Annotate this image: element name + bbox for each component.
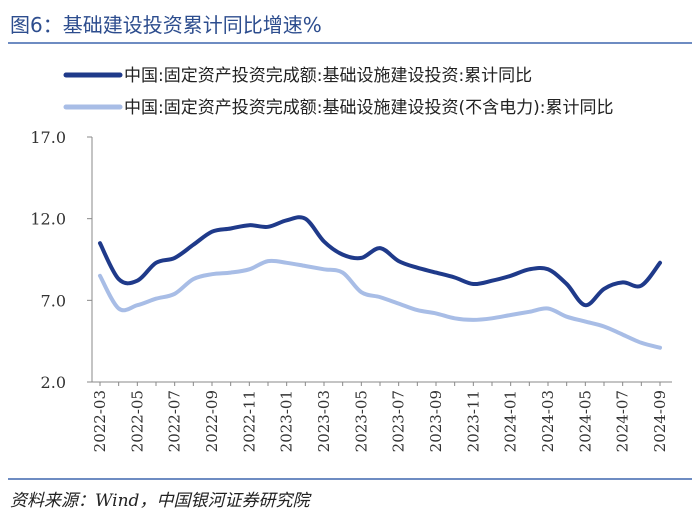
bottom-divider [8, 478, 692, 480]
x-tick-label: 2022-07 [166, 390, 184, 452]
source-note: 资料来源：Wind，中国银河证券研究院 [10, 491, 310, 511]
x-tick-label: 2023-01 [278, 390, 296, 452]
legend-label-series-2: 中国:固定资产投资完成额:基础设施建设投资(不含电力):累计同比 [124, 98, 613, 118]
x-tick-label: 2022-11 [240, 390, 258, 452]
axes: 17.0 12.0 7.0 2.0 2022-03 2022-05 2022-07 2022-… [30, 128, 672, 452]
top-divider [8, 42, 692, 44]
x-tick-label: 2022-05 [128, 390, 146, 452]
x-tick-label: 2022-03 [91, 390, 109, 452]
x-tick-label: 2024-03 [539, 390, 557, 452]
x-tick-label: 2023-05 [352, 390, 370, 452]
x-tick-label: 2024-01 [502, 390, 520, 452]
legend: 中国:固定资产投资完成额:基础设施建设投资:累计同比 中国:固定资产投资完成额:… [63, 66, 613, 118]
line-chart: 中国:固定资产投资完成额:基础设施建设投资:累计同比 中国:固定资产投资完成额:… [30, 66, 672, 452]
y-tick-label: 17.0 [30, 128, 66, 147]
x-tick-label: 2023-03 [315, 390, 333, 452]
x-tick-label: 2024-09 [651, 390, 669, 452]
y-tick-label: 7.0 [41, 291, 66, 310]
x-tick-label: 2023-09 [427, 390, 445, 452]
x-tick-label: 2023-07 [390, 390, 408, 452]
chart-title: 图6：基础建设投资累计同比增速% [10, 13, 322, 37]
series-line-1 [98, 215, 662, 308]
x-tick-label: 2024-05 [576, 390, 594, 452]
series-line-2 [98, 258, 662, 350]
x-tick-label: 2022-09 [203, 390, 221, 452]
x-tick-label: 2024-07 [614, 390, 632, 452]
x-tick-label: 2023-11 [464, 390, 482, 452]
series-lines [98, 215, 662, 350]
legend-label-series-1: 中国:固定资产投资完成额:基础设施建设投资:累计同比 [124, 66, 532, 86]
y-tick-label: 12.0 [30, 210, 66, 229]
y-tick-label: 2.0 [41, 373, 66, 392]
